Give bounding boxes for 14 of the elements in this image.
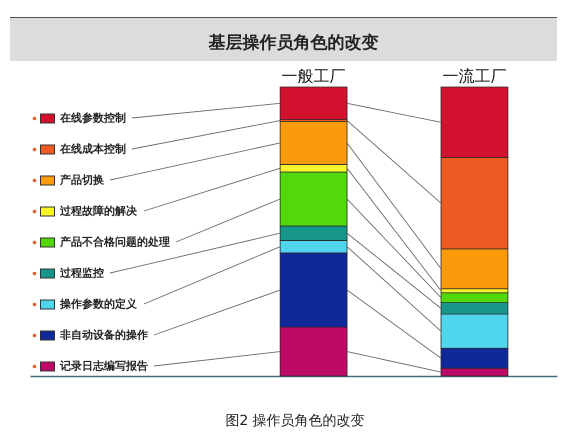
legend-label: 操作参数的定义 [59, 298, 138, 310]
legend-label: 在线参数控制 [59, 112, 126, 124]
legend-label: 在线成本控制 [59, 142, 126, 156]
legend-label: 过程监控 [59, 266, 104, 280]
caption: 图2 操作员角色的改变 [224, 412, 366, 430]
x-tick-label: 一流工厂 [442, 66, 506, 86]
x-tick-label: 一般工厂 [282, 66, 346, 86]
legend-label: 过程故障的解决 [59, 204, 138, 218]
legend-label: 产品切换 [59, 174, 104, 186]
legend-label: 产品不合格问题的处理 [59, 236, 170, 248]
legend-label: 非自动设备的操作 [59, 328, 148, 342]
legend-label: 记录日志编写报告 [59, 360, 148, 372]
bar [280, 86, 348, 120]
chart-title: 基层操作员角色的改变 [208, 33, 378, 53]
